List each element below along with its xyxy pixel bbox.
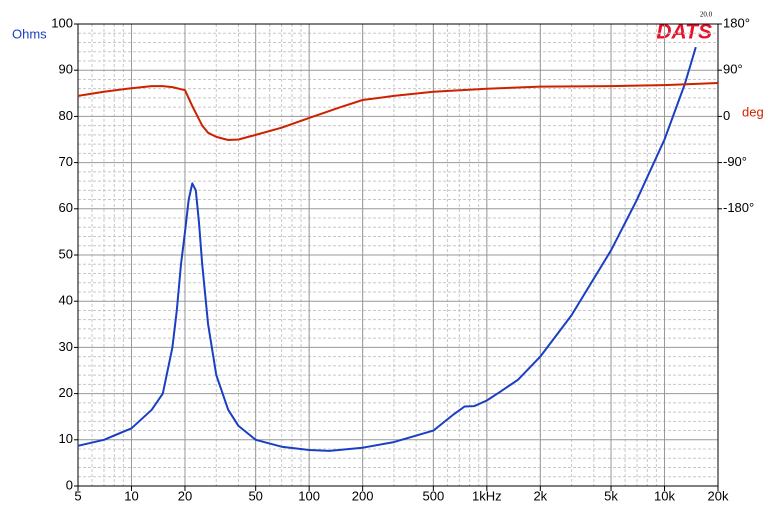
y-tick-label: 70 bbox=[59, 154, 73, 169]
y2-tick-label: -180° bbox=[723, 200, 754, 215]
y2-tick-label: 180° bbox=[723, 15, 750, 30]
y-tick-label: 50 bbox=[59, 246, 73, 261]
y-tick-label: 100 bbox=[51, 15, 73, 30]
x-tick-label: 20 bbox=[178, 488, 192, 503]
y-tick-label: 20 bbox=[59, 385, 73, 400]
x-tick-label: 500 bbox=[423, 488, 445, 503]
series-line bbox=[77, 82, 719, 141]
x-tick-label: 2k bbox=[533, 488, 547, 503]
y-tick-label: 30 bbox=[59, 339, 73, 354]
x-tick-label: 10 bbox=[124, 488, 138, 503]
x-tick-label: 100 bbox=[298, 488, 320, 503]
y2-tick-label: 0 bbox=[723, 108, 730, 123]
x-tick-label: 20k bbox=[708, 488, 729, 503]
x-tick-label: 1kHz bbox=[472, 488, 502, 503]
series-line bbox=[77, 46, 697, 452]
y-tick-label: 10 bbox=[59, 431, 73, 446]
x-tick-label: 200 bbox=[352, 488, 374, 503]
y2-tick-label: 90° bbox=[723, 62, 743, 77]
y-axis-label: Ohms bbox=[12, 26, 47, 41]
x-tick-label: 10k bbox=[654, 488, 675, 503]
y2-tick-label: -90° bbox=[723, 154, 747, 169]
x-tick-label: 5 bbox=[74, 488, 81, 503]
version: 20.0 bbox=[700, 11, 713, 19]
y-tick-label: 0 bbox=[66, 477, 73, 492]
y-tick-label: 60 bbox=[59, 200, 73, 215]
y-tick-label: 40 bbox=[59, 293, 73, 308]
plot-frame bbox=[77, 23, 719, 487]
y-tick-label: 80 bbox=[59, 108, 73, 123]
y2-axis-label: deg bbox=[742, 104, 764, 119]
logo: DATS bbox=[656, 21, 712, 44]
x-tick-label: 50 bbox=[248, 488, 262, 503]
x-tick-label: 5k bbox=[604, 488, 618, 503]
y-tick-label: 90 bbox=[59, 62, 73, 77]
